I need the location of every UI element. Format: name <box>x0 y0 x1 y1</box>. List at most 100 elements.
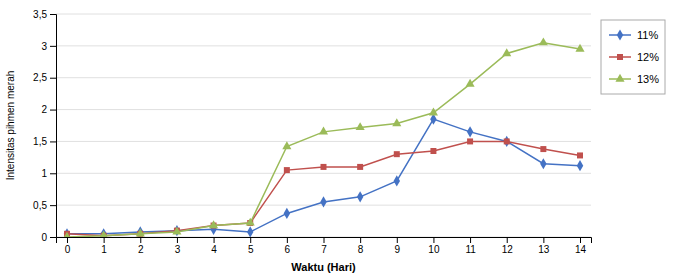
plot: 0123456789101112131400,511,522,533,5 <box>33 9 591 255</box>
legend-label: 13% <box>637 73 659 85</box>
series-line <box>67 43 580 237</box>
point <box>99 230 108 237</box>
y-tick-label: 0 <box>41 232 47 243</box>
grid-line <box>56 173 591 174</box>
y-tick-mark <box>50 78 56 79</box>
x-tick: 12 <box>502 237 514 255</box>
x-tick-mark <box>67 237 68 243</box>
series-line <box>67 119 580 234</box>
marks <box>62 37 584 237</box>
x-tick-label: 3 <box>175 244 181 255</box>
x-tick-mark <box>177 237 178 243</box>
point <box>539 37 548 45</box>
y-tick-mark <box>50 205 56 206</box>
x-tick: 9 <box>395 237 401 255</box>
y-tick-mark <box>50 46 56 47</box>
point <box>284 167 290 173</box>
point <box>282 141 291 149</box>
legend-marker <box>615 74 624 82</box>
legend-label: 11% <box>637 29 658 41</box>
x-tick-mark <box>433 237 434 243</box>
x-tick-mark <box>580 237 581 243</box>
grid-line <box>56 14 591 15</box>
x-tick: 6 <box>285 237 291 255</box>
legend: 11% 12% 13% <box>601 20 665 94</box>
legend-frame <box>601 20 665 94</box>
point <box>429 107 438 115</box>
x-tick-mark <box>507 237 508 243</box>
point <box>577 152 583 158</box>
grid-line <box>56 45 591 46</box>
y-tick-label: 3,5 <box>33 9 47 20</box>
y-tick: 2,5 <box>33 72 56 83</box>
x-tick-label: 8 <box>358 244 364 255</box>
legend-label: 12% <box>637 51 659 63</box>
x-tick-mark <box>104 237 105 243</box>
x-tick-label: 14 <box>575 244 587 255</box>
point <box>321 164 327 170</box>
point <box>136 229 145 237</box>
point <box>356 122 365 130</box>
x-tick: 5 <box>248 237 254 255</box>
point <box>320 196 326 207</box>
x-tick: 1 <box>101 237 107 255</box>
legend-item: 11% <box>609 29 658 41</box>
grid <box>56 14 591 237</box>
x-tick-label: 12 <box>502 244 514 255</box>
x-tick: 8 <box>358 237 364 255</box>
y-tick: 3,5 <box>33 9 56 20</box>
x-tick-label: 2 <box>138 244 144 255</box>
y-tick-mark <box>50 141 56 142</box>
point <box>357 164 363 170</box>
point <box>540 146 546 152</box>
y-tick-mark <box>50 237 56 238</box>
point <box>62 232 71 237</box>
x-tick: 13 <box>538 237 550 255</box>
x-tick-label: 9 <box>395 244 401 255</box>
point <box>467 126 473 137</box>
x-tick-label: 10 <box>428 244 440 255</box>
series <box>64 138 583 237</box>
x-tick: 7 <box>321 237 327 255</box>
x-tick-label: 7 <box>321 244 327 255</box>
point <box>504 138 510 144</box>
grid-line <box>56 77 591 78</box>
point <box>466 79 475 87</box>
x-tick-label: 11 <box>465 244 476 255</box>
x-tick: 2 <box>138 237 144 255</box>
y-tick: 0 <box>41 232 56 243</box>
y-tick-label: 2 <box>41 104 47 115</box>
point <box>392 118 401 126</box>
x-axis: 01234567891011121314 <box>57 237 592 255</box>
y-tick: 2 <box>41 104 56 115</box>
x-tick: 4 <box>211 237 217 255</box>
x-tick: 3 <box>175 237 181 255</box>
x-tick-mark <box>214 237 215 243</box>
x-tick-label: 4 <box>211 244 217 255</box>
y-tick: 1,5 <box>33 136 56 147</box>
x-tick: 10 <box>428 237 440 255</box>
x-tick: 14 <box>575 237 587 255</box>
y-tick-label: 3 <box>41 41 47 52</box>
y-tick-label: 0,5 <box>33 200 47 211</box>
x-tick-label: 5 <box>248 244 254 255</box>
series <box>62 37 584 237</box>
x-axis-title: Waktu (Hari) <box>291 261 356 273</box>
x-tick: 0 <box>65 237 71 255</box>
point <box>503 136 509 147</box>
y-axis-title: Intensitas pihmen merah <box>5 71 16 181</box>
point <box>284 208 290 219</box>
legend-marker <box>617 29 623 40</box>
x-tick-mark <box>360 237 361 243</box>
point <box>467 138 473 144</box>
x-tick-label: 13 <box>538 244 550 255</box>
point <box>319 127 328 135</box>
point <box>247 226 253 237</box>
x-tick-mark <box>397 237 398 243</box>
y-tick-label: 2,5 <box>33 72 47 83</box>
x-tick-label: 6 <box>285 244 291 255</box>
point <box>540 158 546 169</box>
x-tick-mark <box>287 237 288 243</box>
point <box>575 44 584 52</box>
y-tick-mark <box>50 110 56 111</box>
